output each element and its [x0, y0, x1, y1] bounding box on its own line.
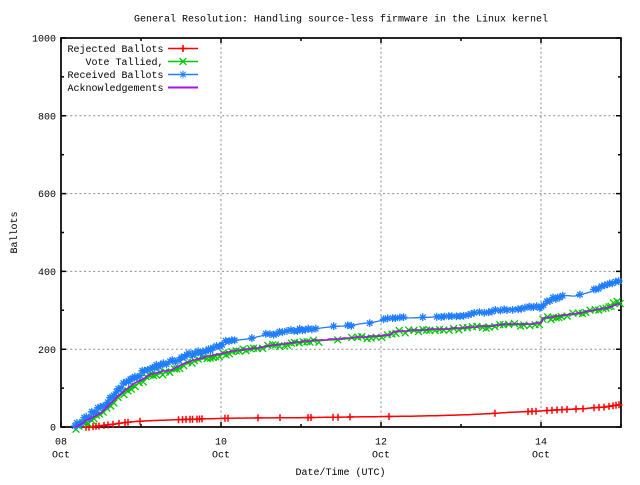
svg-text:Oct: Oct — [372, 450, 390, 461]
svg-text:Acknowledgements: Acknowledgements — [67, 83, 163, 95]
svg-text:1000: 1000 — [32, 35, 56, 46]
svg-text:400: 400 — [38, 268, 56, 279]
svg-text:14: 14 — [535, 437, 547, 448]
svg-text:Rejected Ballots: Rejected Ballots — [67, 44, 163, 56]
svg-text:Oct: Oct — [212, 450, 230, 461]
svg-text:Vote Tallied,: Vote Tallied, — [85, 57, 163, 69]
svg-text:200: 200 — [38, 346, 56, 357]
svg-text:600: 600 — [38, 190, 56, 201]
svg-text:12: 12 — [375, 437, 387, 448]
svg-text:800: 800 — [38, 112, 56, 123]
svg-text:0: 0 — [50, 424, 56, 435]
svg-text:Oct: Oct — [52, 450, 70, 461]
svg-text:General Resolution: Handling s: General Resolution: Handling source-less… — [134, 14, 548, 26]
svg-text:Date/Time (UTC): Date/Time (UTC) — [295, 467, 385, 479]
svg-text:10: 10 — [215, 437, 227, 448]
svg-text:Ballots: Ballots — [9, 211, 21, 253]
svg-text:08: 08 — [55, 437, 67, 448]
svg-text:Received Ballots: Received Ballots — [67, 70, 163, 82]
svg-text:Oct: Oct — [532, 450, 550, 461]
